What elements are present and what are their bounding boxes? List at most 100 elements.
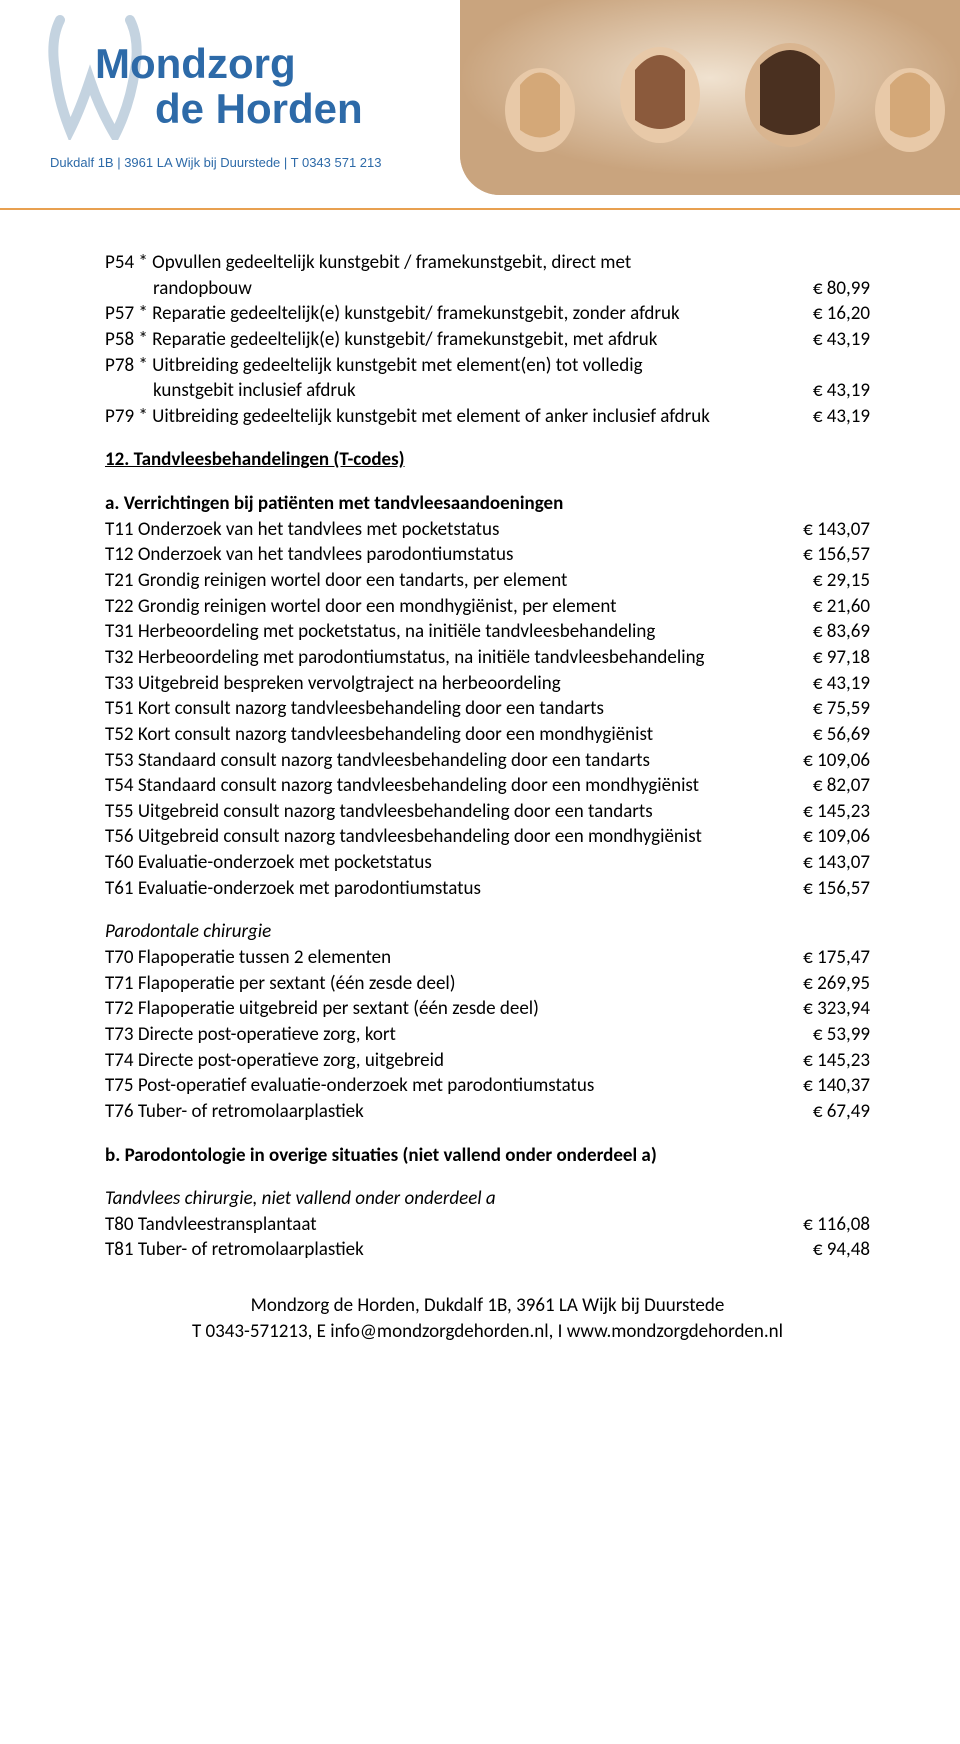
parodontale-title: Parodontale chirurgie	[105, 919, 870, 945]
price-row: P79 * Uitbreiding gedeeltelijk kunstgebi…	[105, 404, 870, 430]
row-price: € 140,37	[780, 1073, 870, 1099]
row-desc: T73 Directe post-operatieve zorg, kort	[105, 1022, 780, 1048]
row-desc: P79 * Uitbreiding gedeeltelijk kunstgebi…	[105, 404, 780, 430]
row-desc: T54 Standaard consult nazorg tandvleesbe…	[105, 773, 780, 799]
row-desc: P78 * Uitbreiding gedeeltelijk kunstgebi…	[105, 353, 870, 379]
header-photo	[460, 0, 960, 195]
row-desc: P57 * Reparatie gedeeltelijk(e) kunstgeb…	[105, 301, 780, 327]
row-price: € 53,99	[780, 1022, 870, 1048]
header-contact: Dukdalf 1B | 3961 LA Wijk bij Duurstede …	[50, 155, 381, 170]
price-row: T76 Tuber- of retromolaarplastiek€ 67,49	[105, 1099, 870, 1125]
row-price: € 21,60	[780, 594, 870, 620]
price-row: T56 Uitgebreid consult nazorg tandvleesb…	[105, 824, 870, 850]
brand-line-2: de Horden	[155, 85, 363, 133]
row-desc: T72 Flapoperatie uitgebreid per sextant …	[105, 996, 780, 1022]
row-desc: T76 Tuber- of retromolaarplastiek	[105, 1099, 780, 1125]
price-row: T73 Directe post-operatieve zorg, kort€ …	[105, 1022, 870, 1048]
price-row: T80 Tandvleestransplantaat€ 116,08	[105, 1212, 870, 1238]
row-price: € 97,18	[780, 645, 870, 671]
row-desc: T22 Grondig reinigen wortel door een mon…	[105, 594, 780, 620]
price-row: T71 Flapoperatie per sextant (één zesde …	[105, 971, 870, 997]
row-desc: T60 Evaluatie-onderzoek met pocketstatus	[105, 850, 780, 876]
row-price: € 94,48	[780, 1237, 870, 1263]
row-price: € 16,20	[780, 301, 870, 327]
price-row: T81 Tuber- of retromolaarplastiek€ 94,48	[105, 1237, 870, 1263]
row-price: € 29,15	[780, 568, 870, 594]
row-price: € 82,07	[780, 773, 870, 799]
row-desc: T81 Tuber- of retromolaarplastiek	[105, 1237, 780, 1263]
footer-line-1: Mondzorg de Horden, Dukdalf 1B, 3961 LA …	[105, 1293, 870, 1319]
row-price: € 75,59	[780, 696, 870, 722]
row-desc: T33 Uitgebreid bespreken vervolgtraject …	[105, 671, 780, 697]
price-row: P78 * Uitbreiding gedeeltelijk kunstgebi…	[105, 353, 870, 379]
row-price: € 80,99	[780, 276, 870, 302]
brand-line-1: Mondzorg	[95, 40, 296, 88]
price-row: T55 Uitgebreid consult nazorg tandvleesb…	[105, 799, 870, 825]
row-price: € 156,57	[780, 876, 870, 902]
row-desc: T55 Uitgebreid consult nazorg tandvleesb…	[105, 799, 780, 825]
row-desc: T31 Herbeoordeling met pocketstatus, na …	[105, 619, 780, 645]
footer-line-2: T 0343-571213, E info@mondzorgdehorden.n…	[105, 1319, 870, 1345]
price-row: T31 Herbeoordeling met pocketstatus, na …	[105, 619, 870, 645]
content: P54 * Opvullen gedeeltelijk kunstgebit /…	[0, 210, 960, 1374]
row-desc: T71 Flapoperatie per sextant (één zesde …	[105, 971, 780, 997]
price-row: P58 * Reparatie gedeeltelijk(e) kunstgeb…	[105, 327, 870, 353]
letterhead: Mondzorg de Horden Dukdalf 1B | 3961 LA …	[0, 0, 960, 210]
row-desc: T11 Onderzoek van het tandvlees met pock…	[105, 517, 780, 543]
row-price: € 145,23	[780, 1048, 870, 1074]
row-desc: T21 Grondig reinigen wortel door een tan…	[105, 568, 780, 594]
subsection-a-title: a. Verrichtingen bij patiënten met tandv…	[105, 491, 870, 517]
row-price: € 145,23	[780, 799, 870, 825]
row-desc: T53 Standaard consult nazorg tandvleesbe…	[105, 748, 780, 774]
row-price: € 43,19	[780, 671, 870, 697]
row-price: € 67,49	[780, 1099, 870, 1125]
row-price: € 175,47	[780, 945, 870, 971]
row-price: € 143,07	[780, 517, 870, 543]
row-desc: T52 Kort consult nazorg tandvleesbehande…	[105, 722, 780, 748]
price-row: T75 Post-operatief evaluatie-onderzoek m…	[105, 1073, 870, 1099]
row-cont: kunstgebit inclusief afdruk	[105, 378, 780, 404]
price-row: T74 Directe post-operatieve zorg, uitgeb…	[105, 1048, 870, 1074]
row-price: € 56,69	[780, 722, 870, 748]
price-row: T53 Standaard consult nazorg tandvleesbe…	[105, 748, 870, 774]
price-row: T21 Grondig reinigen wortel door een tan…	[105, 568, 870, 594]
row-price: € 43,19	[780, 327, 870, 353]
row-price: € 116,08	[780, 1212, 870, 1238]
header-divider	[0, 208, 960, 210]
footer: Mondzorg de Horden, Dukdalf 1B, 3961 LA …	[105, 1293, 870, 1344]
row-price: € 156,57	[780, 542, 870, 568]
row-desc: T12 Onderzoek van het tandvlees parodont…	[105, 542, 780, 568]
row-desc: P54 * Opvullen gedeeltelijk kunstgebit /…	[105, 250, 870, 276]
row-cont: randopbouw	[105, 276, 780, 302]
price-row: P57 * Reparatie gedeeltelijk(e) kunstgeb…	[105, 301, 870, 327]
price-row: T54 Standaard consult nazorg tandvleesbe…	[105, 773, 870, 799]
row-desc: T56 Uitgebreid consult nazorg tandvleesb…	[105, 824, 780, 850]
row-desc: P58 * Reparatie gedeeltelijk(e) kunstgeb…	[105, 327, 780, 353]
row-price: € 43,19	[780, 404, 870, 430]
price-row: kunstgebit inclusief afdruk € 43,19	[105, 378, 870, 404]
section-title-12: 12. Tandvleesbehandelingen (T-codes)	[105, 447, 870, 473]
row-price: € 109,06	[780, 824, 870, 850]
subsection-b-title: b. Parodontologie in overige situaties (…	[105, 1143, 870, 1169]
price-row: T51 Kort consult nazorg tandvleesbehande…	[105, 696, 870, 722]
row-price: € 43,19	[780, 378, 870, 404]
row-price: € 83,69	[780, 619, 870, 645]
price-row: T32 Herbeoordeling met parodontiumstatus…	[105, 645, 870, 671]
row-desc: T32 Herbeoordeling met parodontiumstatus…	[105, 645, 780, 671]
row-price: € 109,06	[780, 748, 870, 774]
price-row: T52 Kort consult nazorg tandvleesbehande…	[105, 722, 870, 748]
row-desc: T80 Tandvleestransplantaat	[105, 1212, 780, 1238]
row-desc: T51 Kort consult nazorg tandvleesbehande…	[105, 696, 780, 722]
row-desc: T70 Flapoperatie tussen 2 elementen	[105, 945, 780, 971]
row-desc: T74 Directe post-operatieve zorg, uitgeb…	[105, 1048, 780, 1074]
price-row: T60 Evaluatie-onderzoek met pocketstatus…	[105, 850, 870, 876]
row-price: € 323,94	[780, 996, 870, 1022]
price-row: T33 Uitgebreid bespreken vervolgtraject …	[105, 671, 870, 697]
price-row: T22 Grondig reinigen wortel door een mon…	[105, 594, 870, 620]
price-row: randopbouw € 80,99	[105, 276, 870, 302]
row-price: € 269,95	[780, 971, 870, 997]
price-row: P54 * Opvullen gedeeltelijk kunstgebit /…	[105, 250, 870, 276]
price-row: T12 Onderzoek van het tandvlees parodont…	[105, 542, 870, 568]
row-price: € 143,07	[780, 850, 870, 876]
price-row: T72 Flapoperatie uitgebreid per sextant …	[105, 996, 870, 1022]
